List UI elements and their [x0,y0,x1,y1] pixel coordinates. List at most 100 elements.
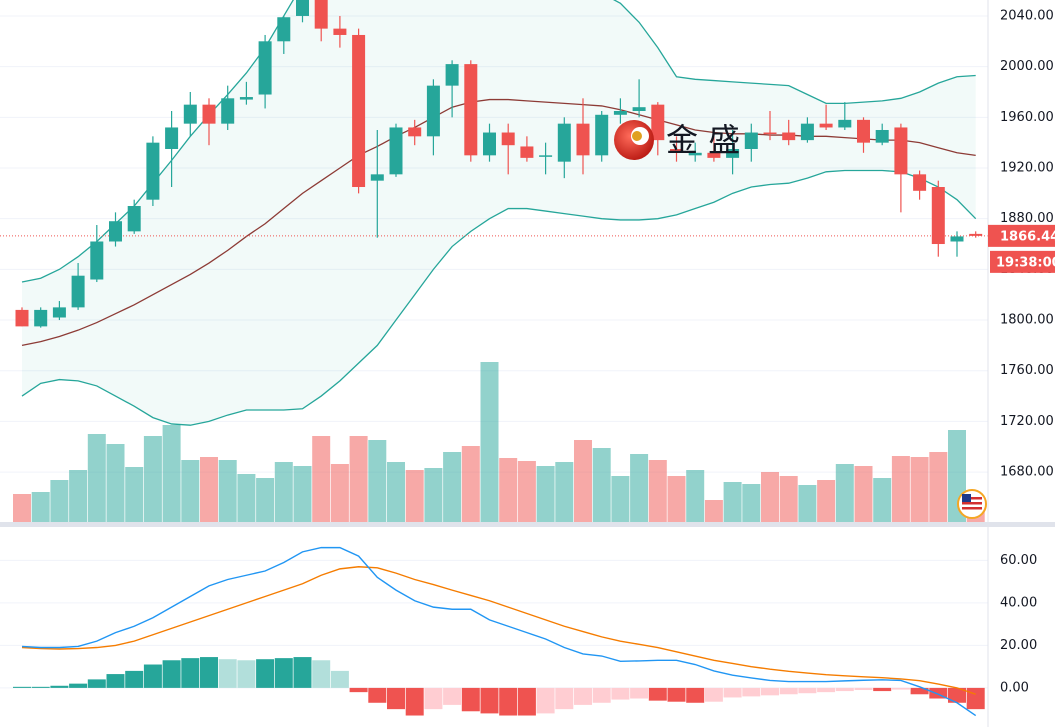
histogram-bar [854,687,873,691]
histogram-bar [31,686,50,688]
candle-body [296,0,309,16]
histogram-bar [461,687,480,712]
histogram-bar [181,658,200,688]
candle-body [670,148,683,152]
histogram-bar [667,687,686,702]
volume-bar [742,484,761,522]
macd-pane [13,546,985,717]
candle-body [595,114,609,156]
candle-body [969,233,983,236]
candle-body [314,0,328,29]
candle-body [857,119,870,143]
histogram-bar [69,683,88,688]
candle-body [352,34,366,188]
volume-bar [312,436,331,522]
volume-bar [686,470,705,522]
candle-body [744,132,758,149]
candle-body [913,174,927,191]
volume-bar [181,460,200,522]
candle-body [34,309,48,327]
candle-body [109,221,122,242]
histogram-bar [574,687,592,705]
band-line [21,169,977,426]
candle-body [613,110,627,115]
time-tag-label: 19:38:00 [996,255,1055,270]
candle-body [726,148,740,158]
y-tick-label: 2000.00 [1000,59,1054,74]
histogram-bar [424,687,443,710]
candle-body [632,107,646,111]
y-tick-label: 1800.00 [1000,313,1054,328]
candle-body [90,241,104,280]
candle-body [950,236,964,242]
volume-bar [835,464,854,522]
histogram-bar [611,687,630,700]
candle-body [838,119,852,128]
histogram-bar [274,658,293,688]
candle-body [576,123,590,156]
candle-body [688,152,702,156]
candle-body [520,146,534,158]
watermark-logo: 金 盛 [614,120,740,160]
histogram-bar [237,660,256,688]
histogram-bar [817,687,836,693]
y-tick-label: 1760.00 [1000,363,1054,378]
price-tag [988,224,1055,247]
volume-bar [330,464,349,522]
histogram-bar [704,687,723,702]
histogram-bar [517,687,536,716]
histogram-bar [966,687,985,710]
price-axis: 1680.001720.001760.001800.001840.001880.… [988,8,1055,695]
volume-bar [274,462,293,522]
candle-body [258,41,272,95]
pane-divider [0,522,1055,527]
histogram-bar [50,685,69,688]
volume-bar [817,480,836,522]
volume-bar [555,462,574,522]
signal-line [21,566,976,695]
volume-bar [143,436,162,522]
candle-body [445,64,459,86]
candle-body [501,132,515,146]
histogram-bar [256,659,275,688]
volume-bar [69,470,88,522]
candle-body [426,85,440,137]
histogram-bar [162,660,181,688]
volume-bar [723,482,742,522]
volume-bar [162,425,181,522]
volume-bar [648,460,667,522]
candle-body [239,97,253,100]
flag-stripe [962,502,982,505]
candle-body [165,127,179,149]
volume-bar [87,434,106,522]
candle-body [894,127,908,175]
histogram-bar [330,670,349,688]
flag-icon[interactable] [957,489,987,519]
histogram-bar [405,687,424,716]
y-tick-label: 40.00 [1000,595,1037,610]
volume-bar [517,461,536,522]
band-line [21,98,976,347]
histogram-bar [592,687,611,703]
histogram-bar [368,687,387,703]
histogram-bar [480,687,499,714]
histogram-bar [948,687,966,703]
candle-body [202,104,216,124]
y-tick-label: 1960.00 [1000,110,1054,125]
y-tick-label: 20.00 [1000,638,1037,653]
y-tick-label: 1680.00 [1000,465,1054,480]
candle-body [52,307,66,318]
volume-bar [891,456,910,522]
volume-bar [779,476,798,522]
candle-body [539,155,553,157]
candle-body [464,64,478,156]
volume-bar [349,436,368,522]
watermark-text: 金 盛 [666,121,740,159]
histogram-bar [200,657,218,688]
volume-bar [218,460,237,522]
histogram-bar [910,687,929,695]
candle-body [183,104,197,124]
histogram-bar [686,687,705,703]
price-pane [0,0,988,522]
